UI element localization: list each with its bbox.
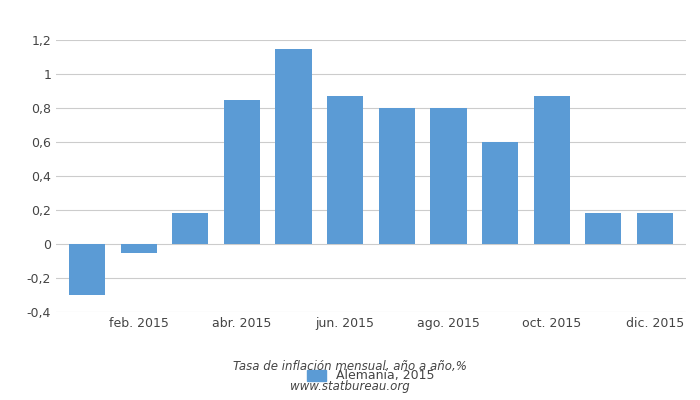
Bar: [327, 96, 363, 244]
Bar: [482, 142, 518, 244]
Legend: Alemania, 2015: Alemania, 2015: [302, 364, 440, 388]
Bar: [430, 108, 466, 244]
Bar: [172, 214, 209, 244]
Bar: [637, 214, 673, 244]
Bar: [120, 244, 157, 252]
Text: www.statbureau.org: www.statbureau.org: [290, 380, 410, 393]
Bar: [276, 48, 312, 244]
Text: Tasa de inflación mensual, año a año,%: Tasa de inflación mensual, año a año,%: [233, 360, 467, 373]
Bar: [379, 108, 415, 244]
Bar: [224, 100, 260, 244]
Bar: [585, 214, 622, 244]
Bar: [69, 244, 105, 295]
Bar: [533, 96, 570, 244]
